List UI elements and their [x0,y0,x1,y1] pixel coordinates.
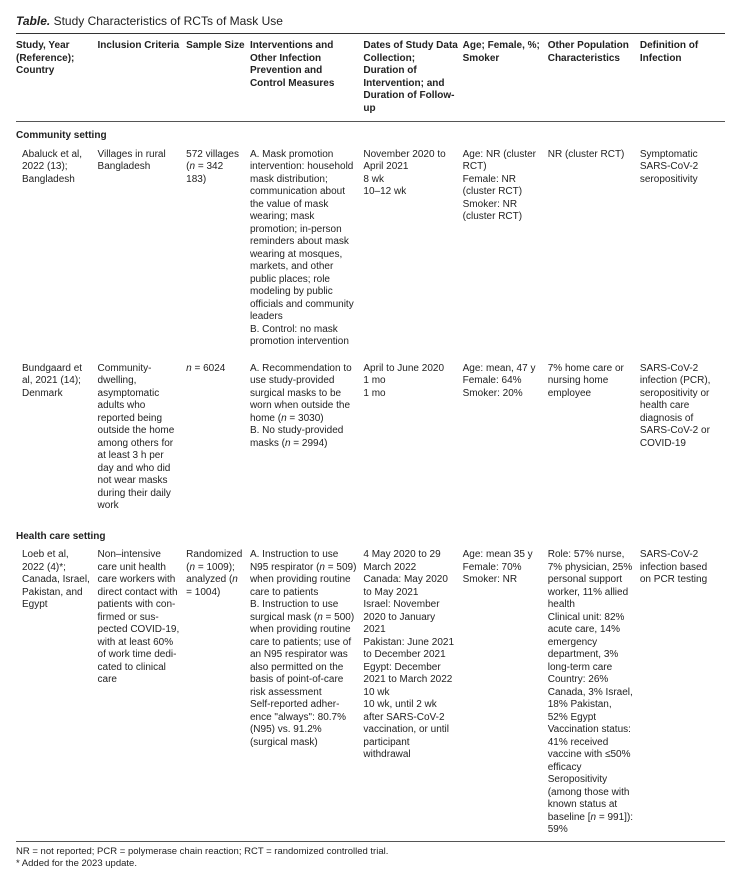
table-row: Loeb et al, 2022 (4)*; Canada, Israel, P… [16,545,725,841]
cell-dates: November 2020 to April 2021 8 wk 10–12 w… [363,145,462,353]
section-healthcare: Health care setting [16,517,725,546]
cell-def: SARS-CoV-2 infection based on PCR testin… [640,545,725,841]
cell-sample: Randomized (n = 1009); analyzed (n = 100… [186,545,250,841]
table-row: Abaluck et al, 2022 (13); Bangladesh Vil… [16,145,725,353]
table-title: Table. Study Characteristics of RCTs of … [16,14,725,33]
col-age: Age; Female, %; Smoker [463,34,548,121]
col-study: Study, Year (Reference); Country [16,34,98,121]
cell-age: Age: mean, 47 y Female: 64% Smoker: 20% [463,353,548,517]
col-def: Definition of Infection [640,34,725,121]
cell-study: Bundgaard et al, 2021 (14); Denmark [16,353,98,517]
cell-interv: A. Mask promotion intervention: house­ho… [250,145,363,353]
cell-study: Loeb et al, 2022 (4)*; Canada, Israel, P… [16,545,98,841]
cell-incl: Community-dwelling, asymptomatic adults … [98,353,187,517]
footnote-abbrev: NR = not reported; PCR = polymerase chai… [16,846,725,858]
cell-other: NR (cluster RCT) [548,145,640,353]
cell-def: SARS-CoV-2 infection (PCR), seropositiv­… [640,353,725,517]
cell-incl: Villages in rural Bangladesh [98,145,187,353]
cell-dates: April to June 2020 1 mo 1 mo [363,353,462,517]
col-incl: Inclusion Criteria [98,34,187,121]
title-rest: Study Characteristics of RCTs of Mask Us… [50,14,283,28]
cell-age: Age: mean 35 y Female: 70% Smoker: NR [463,545,548,841]
cell-age: Age: NR (cluster RCT) Female: NR (cluste… [463,145,548,353]
cell-study: Abaluck et al, 2022 (13); Bangladesh [16,145,98,353]
cell-interv: A. Recommendation to use study-provided … [250,353,363,517]
cell-incl: Non–intensive care unit health care work… [98,545,187,841]
cell-dates: 4 May 2020 to 29 March 2022 Canada: May … [363,545,462,841]
cell-other: 7% home care or nursing home employee [548,353,640,517]
section-community: Community setting [16,122,725,145]
footnote-update: * Added for the 2023 update. [16,858,725,870]
study-table: Study, Year (Reference); Country Inclusi… [16,34,725,841]
col-interv: Interventions and Other Infection Preven… [250,34,363,121]
sample-villages: 572 villages [186,149,239,160]
section-community-label: Community setting [16,122,725,145]
sample-n: (n = 342 183) [186,161,223,185]
col-other: Other Population Characteristics [548,34,640,121]
col-dates: Dates of Study Data Collection; Duration… [363,34,462,121]
cell-sample: 572 villages (n = 342 183) [186,145,250,353]
table-row: Bundgaard et al, 2021 (14); Denmark Comm… [16,353,725,517]
title-label: Table. [16,14,50,28]
section-healthcare-label: Health care setting [16,517,725,546]
cell-other: Role: 57% nurse, 7% physician, 25% per­s… [548,545,640,841]
col-sample: Sample Size [186,34,250,121]
header-row: Study, Year (Reference); Country Inclusi… [16,34,725,121]
footnotes: NR = not reported; PCR = polymerase chai… [16,842,725,871]
cell-interv: A. Instruction to use N95 respirator (n … [250,545,363,841]
cell-sample: n = 6024 [186,353,250,517]
cell-def: Symptomatic SARS-CoV-2 seropositivity [640,145,725,353]
